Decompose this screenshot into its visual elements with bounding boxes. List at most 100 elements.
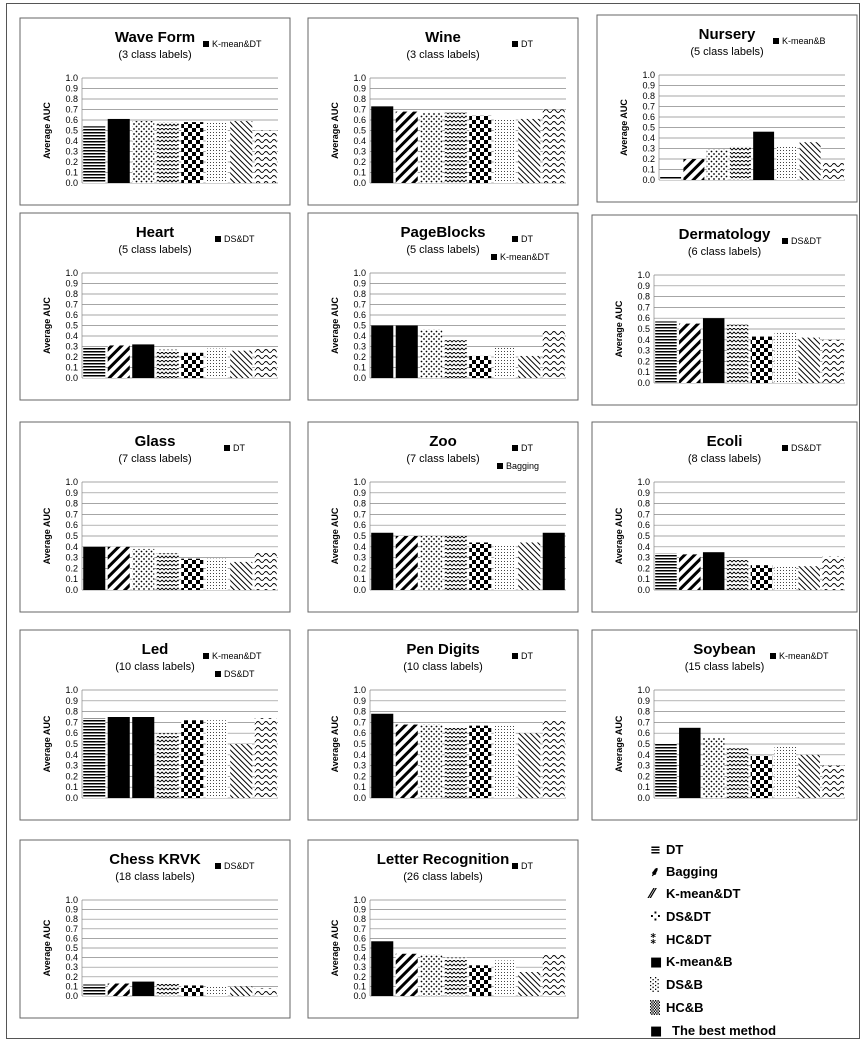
- y-tick-label: 0.9: [65, 279, 78, 289]
- y-tick-label: 0.0: [353, 991, 366, 1001]
- bar-hc-dt: [444, 340, 467, 378]
- bar-k-mean-dt: [395, 953, 418, 996]
- y-tick-label: 1.0: [65, 895, 78, 905]
- bar-k-mean-b: [469, 115, 492, 183]
- y-axis-label: Average AUC: [614, 715, 624, 772]
- y-tick-label: 0.1: [353, 574, 366, 584]
- y-tick-label: 0.9: [65, 488, 78, 498]
- y-tick-label: 0.4: [637, 542, 650, 552]
- y-tick-label: 0.9: [353, 696, 366, 706]
- bar-ds-dt-best: [132, 981, 155, 996]
- y-tick-label: 0.6: [637, 520, 650, 530]
- y-tick-label: 0.1: [353, 782, 366, 792]
- annotation-label: DS&DT: [224, 234, 255, 244]
- legend-label-hc-dt: HC&DT: [666, 932, 712, 947]
- y-tick-label: 0.3: [637, 761, 650, 771]
- y-tick-label: 0.5: [642, 123, 655, 133]
- annotation-label: DT: [521, 861, 533, 871]
- bar-dt: [83, 718, 106, 798]
- legend-label-ds-b: DS&B: [666, 977, 703, 992]
- y-tick-label: 0.3: [65, 147, 78, 157]
- y-tick-label: 0.4: [65, 542, 78, 552]
- bar-hc-b: [798, 337, 820, 383]
- bar-ds-dt: [420, 954, 443, 996]
- bar-hc-dt: [444, 957, 467, 996]
- bar-k-mean-b: [181, 720, 204, 798]
- annotation-marker: [770, 653, 776, 659]
- y-tick-label: 0.8: [353, 707, 366, 717]
- chart-title: Pen Digits: [406, 641, 479, 658]
- y-tick-label: 0.2: [637, 771, 650, 781]
- bar-bagging: [254, 552, 277, 590]
- y-tick-label: 0.1: [65, 782, 78, 792]
- bar-hc-dt: [726, 748, 749, 798]
- bar-bagging: [822, 765, 844, 798]
- y-axis-label: Average AUC: [330, 297, 340, 354]
- y-tick-label: 0.7: [353, 509, 366, 519]
- y-tick-label: 0.4: [353, 542, 366, 552]
- chart-subtitle: (15 class labels): [685, 661, 764, 673]
- legend-glyph-bagging: ⸙: [650, 865, 660, 880]
- y-tick-label: 0.0: [65, 585, 78, 595]
- annotation-marker: [512, 445, 518, 451]
- chart-subtitle: (5 class labels): [118, 244, 191, 256]
- y-axis-label: Average AUC: [42, 715, 52, 772]
- y-tick-label: 0.1: [637, 782, 650, 792]
- bar-dt: [655, 553, 677, 590]
- chart-panel-pen-digits: Pen Digits(10 class labels)DT0.00.10.20.…: [307, 629, 579, 821]
- y-tick-label: 0.1: [353, 168, 366, 178]
- y-tick-label: 0.1: [65, 981, 78, 991]
- y-tick-label: 0.9: [637, 488, 650, 498]
- y-tick-label: 0.5: [65, 126, 78, 136]
- chart-subtitle: (26 class labels): [403, 871, 482, 883]
- y-tick-label: 0.4: [353, 750, 366, 760]
- bar-k-mean-b: [750, 565, 773, 590]
- bar-hc-dt: [444, 536, 467, 590]
- bar-bagging: [254, 718, 277, 798]
- annotation-label: K-mean&B: [782, 36, 826, 46]
- y-tick-label: 0.8: [637, 499, 650, 509]
- bar-bagging: [254, 348, 277, 378]
- chart-panel-wave-form: Wave Form (3 class labels) K-mean&DT 0.00.1…: [19, 17, 291, 206]
- y-tick-label: 0.7: [65, 924, 78, 934]
- bar-dt: [83, 347, 106, 378]
- y-tick-label: 0.8: [637, 292, 650, 302]
- y-tick-label: 0.2: [353, 972, 366, 982]
- bar-k-mean-dt-best: [107, 118, 130, 183]
- chart-title: Heart: [136, 224, 174, 241]
- bar-k-mean-b: [181, 558, 204, 590]
- y-tick-label: 0.0: [353, 793, 366, 803]
- legend-label-dt: DT: [666, 842, 683, 857]
- bar-bagging: [822, 162, 844, 180]
- bar-hc-dt: [726, 324, 749, 383]
- y-tick-label: 0.6: [353, 115, 366, 125]
- y-tick-label: 0.8: [353, 914, 366, 924]
- annotation-label: DT: [521, 39, 533, 49]
- bar-ds-b: [205, 558, 228, 590]
- legend-label-bagging: Bagging: [666, 864, 718, 879]
- bar-ds-b: [205, 720, 228, 798]
- bar-dt: [660, 176, 682, 180]
- y-tick-label: 0.0: [65, 991, 78, 1001]
- chart-title: Glass: [135, 433, 176, 450]
- chart-panel-glass: Glass(7 class labels)DT0.00.10.20.30.40.…: [19, 421, 291, 613]
- bar-ds-dt: [702, 737, 725, 798]
- annotation-marker: [203, 653, 209, 659]
- annotation-marker: [782, 238, 788, 244]
- bar-k-mean-dt-best: [679, 727, 701, 798]
- y-tick-label: 0.0: [637, 585, 650, 595]
- bar-ds-b: [493, 544, 516, 590]
- legend-glyph-kmean-b: ■: [650, 955, 662, 970]
- y-tick-label: 0.6: [65, 933, 78, 943]
- y-tick-label: 1.0: [353, 268, 366, 278]
- bar-bagging: [254, 130, 277, 183]
- y-tick-label: 0.1: [353, 363, 366, 373]
- bar-k-mean-b: [750, 755, 773, 798]
- y-tick-label: 0.3: [353, 962, 366, 972]
- bar-ds-b: [493, 118, 516, 183]
- bar-dt-best: [371, 941, 394, 996]
- y-tick-label: 0.3: [642, 144, 655, 154]
- y-tick-label: 0.5: [65, 321, 78, 331]
- bar-ds-b: [205, 121, 228, 183]
